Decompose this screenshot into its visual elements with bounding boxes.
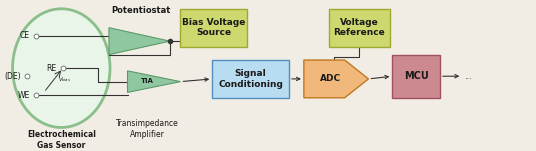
Text: MCU: MCU — [404, 71, 428, 81]
Text: Bias Voltage
Source: Bias Voltage Source — [182, 18, 245, 37]
Text: CE: CE — [20, 31, 30, 40]
Text: ...: ... — [464, 72, 472, 81]
Text: Voltage
Reference: Voltage Reference — [333, 18, 385, 37]
Text: Transimpedance
Amplifier: Transimpedance Amplifier — [116, 119, 179, 139]
Text: ADC: ADC — [321, 74, 341, 83]
FancyBboxPatch shape — [212, 60, 289, 98]
Text: Electrochemical
Gas Sensor: Electrochemical Gas Sensor — [27, 130, 96, 149]
FancyBboxPatch shape — [329, 9, 390, 47]
Text: TIA: TIA — [141, 78, 154, 84]
Text: RE: RE — [47, 64, 56, 73]
Polygon shape — [128, 71, 181, 92]
FancyBboxPatch shape — [392, 55, 440, 98]
Text: WE: WE — [18, 91, 30, 100]
Polygon shape — [109, 28, 170, 55]
FancyBboxPatch shape — [181, 9, 247, 47]
Text: (DE): (DE) — [4, 72, 20, 81]
Text: $V_{bias}$: $V_{bias}$ — [57, 75, 71, 84]
Polygon shape — [304, 60, 368, 98]
Text: Potentiostat: Potentiostat — [111, 6, 170, 15]
Ellipse shape — [12, 9, 110, 127]
Text: Signal
Conditioning: Signal Conditioning — [218, 69, 283, 89]
